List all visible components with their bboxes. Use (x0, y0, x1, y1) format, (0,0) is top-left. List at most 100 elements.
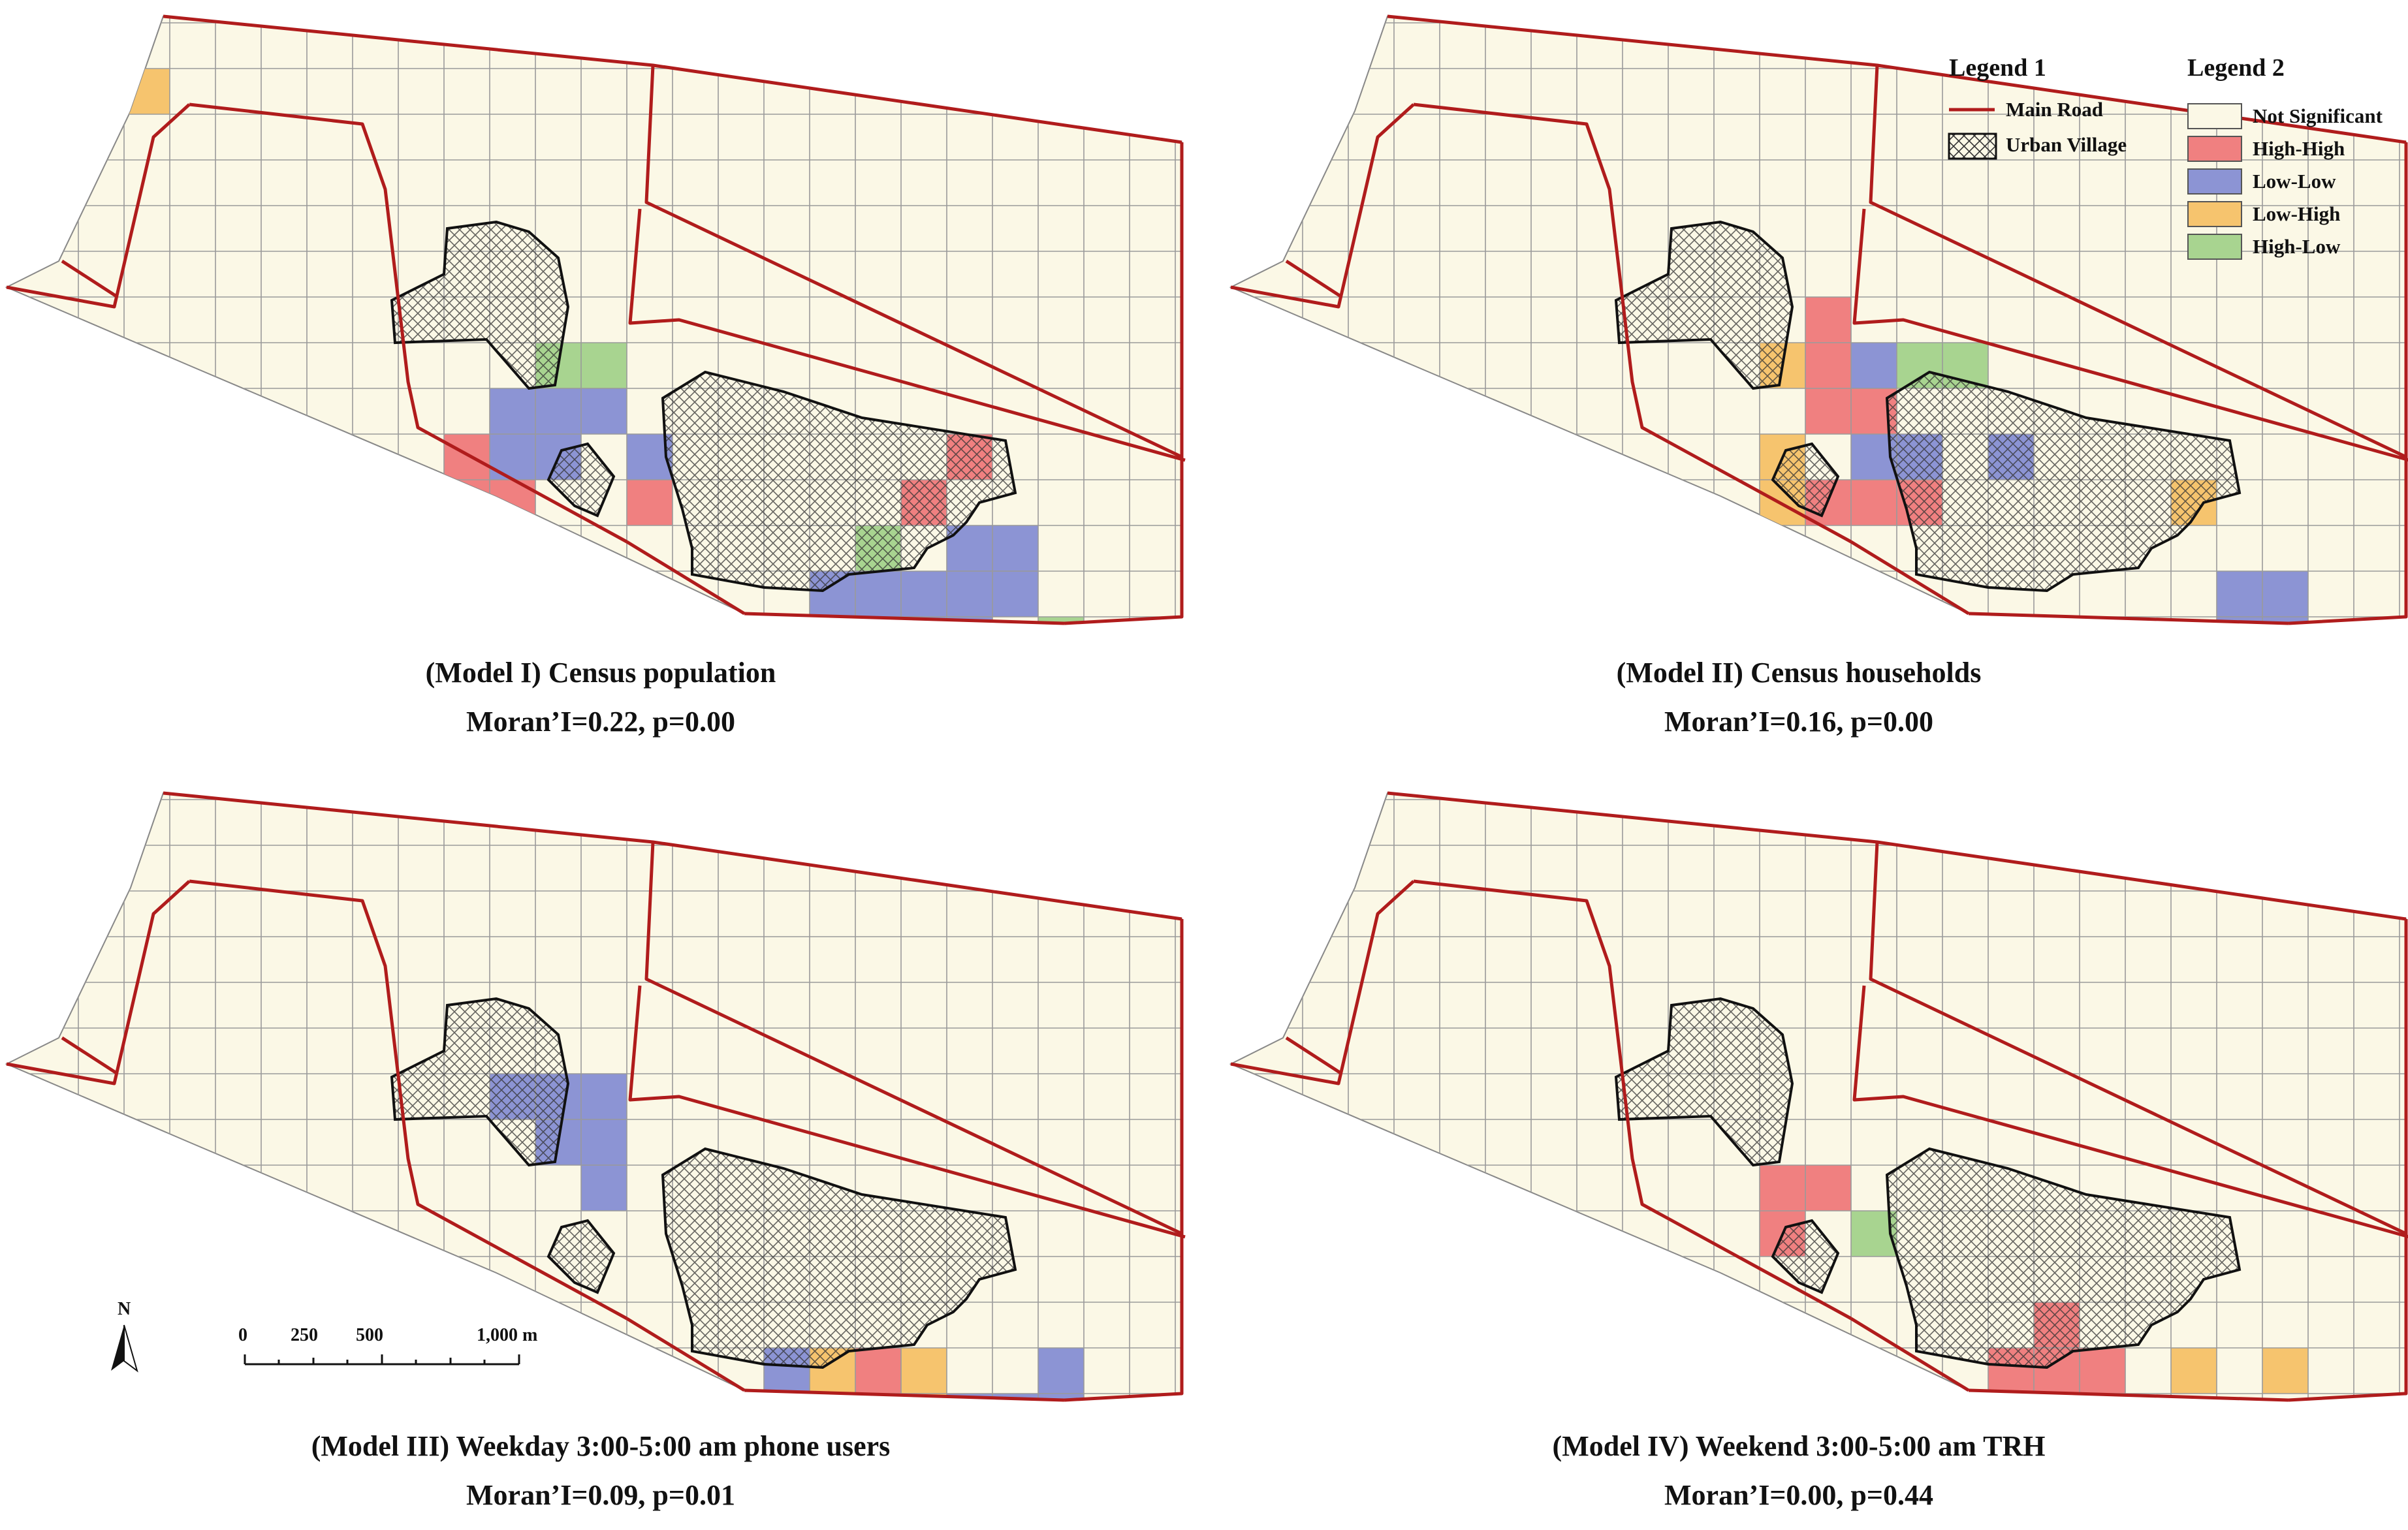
scale-bar (111, 1324, 520, 1373)
main-road (628, 208, 1186, 462)
panel-title-3: (Model III) Weekday 3:00-5:00 am phone u… (311, 1430, 891, 1462)
main-road (2288, 142, 2408, 625)
lisa-cell (1805, 297, 1851, 343)
lisa-cell (581, 388, 627, 434)
lisa-cell (1038, 617, 1084, 623)
main-road (1968, 1388, 2289, 1402)
lisa-cell (124, 69, 170, 114)
urban-village (1771, 442, 1840, 518)
main-road (61, 259, 119, 299)
scale-tick-250: 250 (291, 1325, 318, 1345)
lisa-cell (535, 388, 581, 434)
legend2-swatch-4 (2187, 234, 2242, 260)
lisa-cell (2262, 1348, 2308, 1394)
lisa-cell (581, 1074, 627, 1119)
panel-stat-2: Moran’I=0.16, p=0.00 (1664, 706, 1933, 738)
legend1-label-village: Urban Village (2006, 133, 2127, 156)
lisa-cell (992, 525, 1038, 571)
main-road (644, 65, 1183, 459)
lisa-cell (992, 1394, 1038, 1400)
legend2-swatch-1 (2187, 136, 2242, 162)
lisa-cell (901, 571, 947, 617)
main-road (1850, 540, 1970, 616)
main-road (1852, 985, 2408, 1239)
urban-village (390, 997, 570, 1167)
lisa-cell (581, 343, 627, 388)
main-road (1230, 880, 1415, 1085)
main-road (1852, 208, 2408, 462)
panel-stat-1: Moran’I=0.22, p=0.00 (466, 706, 735, 738)
main-road (2288, 919, 2408, 1402)
legend2-label-4: High-Low (2253, 235, 2341, 258)
lisa-cell (992, 571, 1038, 617)
lisa-cell (490, 434, 535, 480)
lisa-cell (1805, 388, 1851, 434)
lisa-cell (1038, 1348, 1084, 1394)
north-label: N (118, 1299, 131, 1319)
main-road (1064, 142, 1184, 625)
lisa-cell (2262, 571, 2308, 617)
legend1-heading: Legend 1 (1949, 54, 2046, 82)
main-road (1413, 879, 1852, 1320)
legend2-swatch-2 (2187, 168, 2242, 195)
legend2-label-2: Low-Low (2253, 170, 2336, 193)
legend1-label-road: Main Road (2006, 98, 2103, 121)
main-road (1230, 103, 1415, 309)
map-panel-2 (1229, 14, 2408, 625)
main-road (189, 102, 628, 544)
lisa-cell (627, 480, 673, 525)
scale-bar-line (244, 1354, 520, 1366)
main-road (626, 1317, 746, 1392)
scale-tick-0: 0 (238, 1325, 247, 1345)
lisa-cell (855, 1348, 901, 1394)
lisa-cell (398, 480, 444, 525)
lisa-cell (1038, 1394, 1084, 1400)
main-road (644, 841, 1183, 1236)
panel-title-1: (Model I) Census population (425, 657, 776, 689)
main-road (6, 103, 191, 309)
main-road (1869, 65, 2407, 459)
main-road (6, 880, 191, 1085)
lisa-cell (1805, 343, 1851, 388)
main-road (1064, 919, 1184, 1402)
scale-tick-500: 500 (356, 1325, 383, 1345)
panel-stat-4: Moran’I=0.00, p=0.44 (1664, 1479, 1933, 1511)
map-panel-4 (1229, 791, 2408, 1402)
district-area (1229, 792, 2407, 1401)
main-road (1285, 1036, 1343, 1076)
urban-village (1885, 1147, 2242, 1369)
legend2-label-0: Not Significant (2253, 104, 2383, 127)
panel-title-4: (Model IV) Weekend 3:00-5:00 am TRH (1552, 1430, 2046, 1462)
urban-village (1614, 220, 1794, 390)
main-road (1968, 612, 2289, 625)
north-arrow-icon (111, 1325, 124, 1371)
legend2-label-1: High-High (2253, 137, 2345, 160)
urban-village (547, 1219, 616, 1294)
legend1-symbols (1948, 108, 1997, 160)
map-panel-3 (5, 791, 1186, 1402)
lisa-cell (444, 480, 490, 525)
main-road (1850, 1317, 1970, 1392)
lisa-cell (1760, 1165, 1805, 1211)
urban-village (1771, 1219, 1840, 1294)
main-road (1285, 259, 1343, 299)
lisa-cell (947, 571, 992, 617)
panel-title-2: (Model II) Census households (1616, 657, 1982, 689)
urban-village (661, 370, 1017, 593)
lisa-cell (1805, 1348, 1851, 1394)
lisa-cell (2171, 1348, 2217, 1394)
main-road (61, 1036, 119, 1076)
lisa-cell (1851, 343, 1897, 388)
main-road (626, 540, 746, 616)
lisa-cell (901, 1348, 947, 1394)
urban-village-legend-swatch (1948, 133, 1997, 160)
lisa-cell (2217, 571, 2262, 617)
legend2-swatch-0 (2187, 103, 2242, 129)
main-road (1869, 841, 2407, 1236)
lisa-cell (581, 1119, 627, 1165)
lisa-cell (1805, 1165, 1851, 1211)
scale-tick-1000: 1,000 m (477, 1325, 538, 1345)
lisa-cell (855, 571, 901, 617)
urban-village (1885, 370, 2242, 593)
